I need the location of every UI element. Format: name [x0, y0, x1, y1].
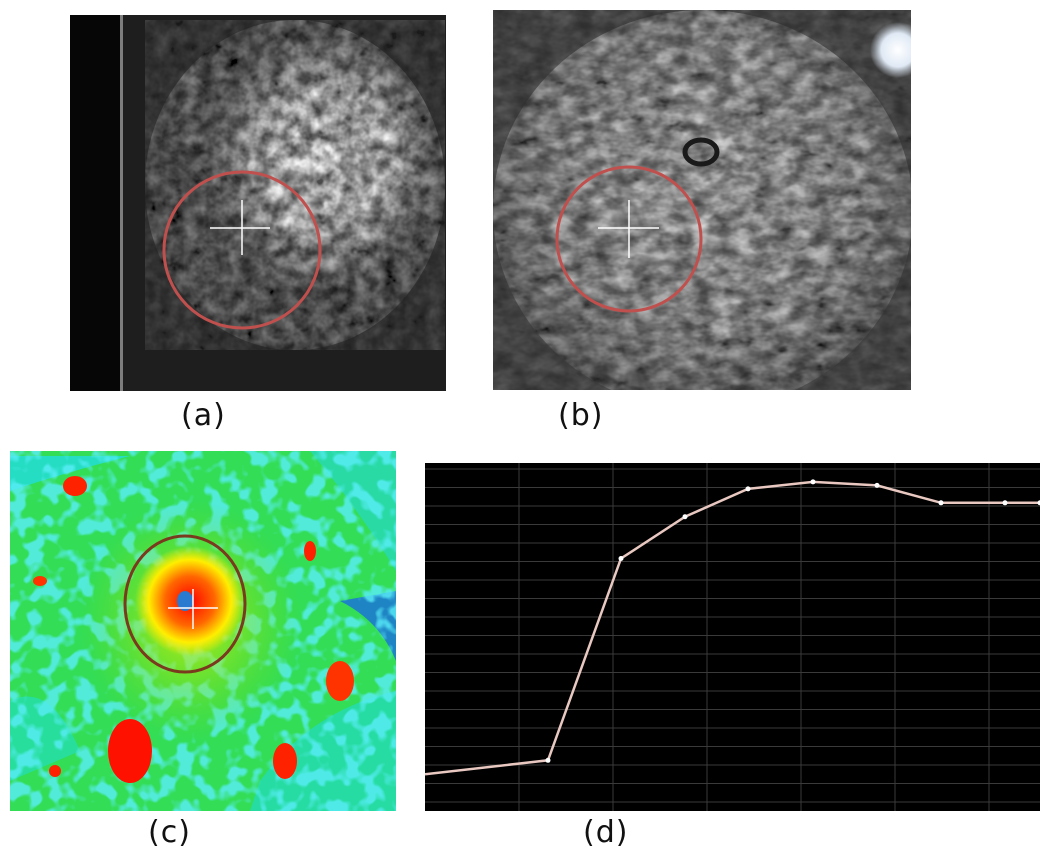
- time-intensity-curve: [425, 463, 1040, 811]
- curve-point: [874, 482, 880, 488]
- curve-point: [618, 556, 624, 561]
- roi-circle-c: [123, 534, 247, 674]
- roi-circle-b: [555, 165, 703, 313]
- curve-point: [810, 479, 816, 485]
- curve-point: [745, 486, 751, 492]
- curve-line: [425, 480, 1040, 776]
- caption-c: (c): [148, 815, 191, 850]
- roi-circle-a: [162, 170, 322, 330]
- image-panel-a: [70, 15, 446, 391]
- curve-panel-d: [425, 463, 1040, 811]
- curve-point: [1037, 500, 1040, 506]
- mri-image-b: [493, 10, 911, 390]
- image-panel-b: [493, 10, 911, 390]
- caption-d: (d): [583, 815, 629, 850]
- curve-point: [1002, 500, 1008, 506]
- mri-image-a: [70, 15, 446, 391]
- curve-point: [545, 757, 551, 763]
- curve-point: [938, 500, 944, 506]
- image-panel-c: [10, 451, 396, 811]
- caption-b: (b): [558, 398, 604, 433]
- color-map-c: [10, 451, 396, 811]
- caption-a: (a): [181, 398, 226, 433]
- curve-grid: [425, 463, 1040, 811]
- curve-point: [682, 514, 688, 520]
